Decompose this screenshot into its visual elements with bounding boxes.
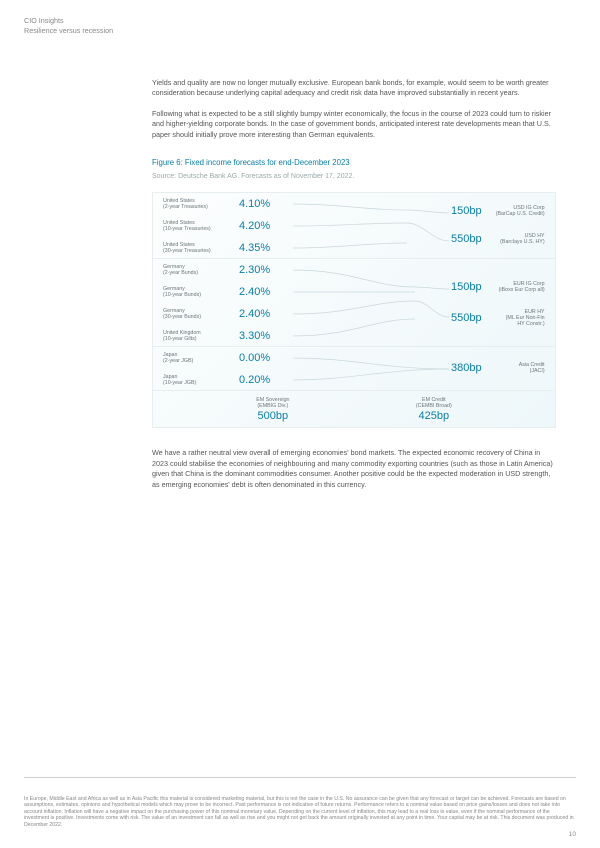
page-header: CIO Insights Resilience versus recession: [24, 16, 113, 35]
header-line2: Resilience versus recession: [24, 26, 113, 36]
em-credit: EM Credit(CEMBI Broad) 425bp: [416, 397, 452, 422]
group-em: EM Sovereign(EMBIG Div.) 500bp EM Credit…: [153, 391, 555, 427]
em-credit-val: 425bp: [416, 410, 452, 422]
value-jp-10y: 0.20%: [239, 374, 293, 386]
label-de-30y: Germany(30-year Bunds): [153, 308, 239, 320]
label-jp-2y: Japan(2-year JGB): [153, 352, 239, 364]
value-us-10y: 4.20%: [239, 220, 293, 232]
value-uk-10y: 3.30%: [239, 330, 293, 342]
row-jp-2y: Japan(2-year JGB) 0.00%: [153, 347, 555, 369]
header-line1: CIO Insights: [24, 16, 113, 26]
disclaimer: In Europe, Middle East and Africa as wel…: [24, 796, 576, 829]
group-jp: Japan(2-year JGB) 0.00% Japan(10-year JG…: [153, 347, 555, 391]
value-us-2y: 4.10%: [239, 198, 293, 210]
label-jp-10y: Japan(10-year JGB): [153, 374, 239, 386]
row-uk-10y: United Kingdom(10-year Gilts) 3.30%: [153, 325, 555, 347]
row-us-30y: United States(30-year Treasuries) 4.35%: [153, 237, 555, 259]
row-de-2y: Germany(2-year Bunds) 2.30%: [153, 259, 555, 281]
forecast-table: United States(2-year Treasuries) 4.10% U…: [152, 192, 556, 428]
row-de-10y: Germany(10-year Bunds) 2.40%: [153, 281, 555, 303]
paragraph-2: Following what is expected to be a still…: [152, 109, 556, 140]
label-de-10y: Germany(10-year Bunds): [153, 286, 239, 298]
figure-title: Figure 6: Fixed income forecasts for end…: [152, 158, 556, 167]
em-credit-lbl: EM Credit(CEMBI Broad): [416, 397, 452, 409]
group-us: United States(2-year Treasuries) 4.10% U…: [153, 193, 555, 259]
em-sov: EM Sovereign(EMBIG Div.) 500bp: [256, 397, 289, 422]
row-us-2y: United States(2-year Treasuries) 4.10%: [153, 193, 555, 215]
value-de-30y: 2.40%: [239, 308, 293, 320]
em-sov-lbl: EM Sovereign(EMBIG Div.): [256, 397, 289, 409]
main-content: Yields and quality are now no longer mut…: [152, 78, 556, 500]
value-us-30y: 4.35%: [239, 242, 293, 254]
em-sov-val: 500bp: [256, 410, 289, 422]
label-de-2y: Germany(2-year Bunds): [153, 264, 239, 276]
row-us-10y: United States(10-year Treasuries) 4.20%: [153, 215, 555, 237]
label-us-2y: United States(2-year Treasuries): [153, 198, 239, 210]
paragraph-1: Yields and quality are now no longer mut…: [152, 78, 556, 99]
value-jp-2y: 0.00%: [239, 352, 293, 364]
row-jp-10y: Japan(10-year JGB) 0.20%: [153, 369, 555, 391]
paragraph-3: We have a rather neutral view overall of…: [152, 448, 556, 490]
label-us-30y: United States(30-year Treasuries): [153, 242, 239, 254]
label-us-10y: United States(10-year Treasuries): [153, 220, 239, 232]
value-de-2y: 2.30%: [239, 264, 293, 276]
page-number: 10: [569, 831, 576, 838]
disclaimer-rule: [24, 777, 576, 778]
row-de-30y: Germany(30-year Bunds) 2.40%: [153, 303, 555, 325]
label-uk-10y: United Kingdom(10-year Gilts): [153, 330, 239, 342]
group-eu: Germany(2-year Bunds) 2.30% Germany(10-y…: [153, 259, 555, 347]
value-de-10y: 2.40%: [239, 286, 293, 298]
figure-source: Source: Deutsche Bank AG. Forecasts as o…: [152, 173, 556, 180]
